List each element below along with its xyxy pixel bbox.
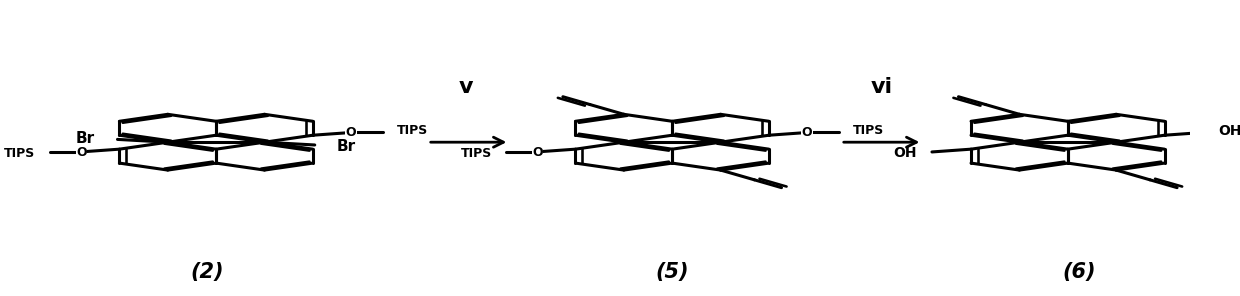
Text: v: v [459, 77, 474, 97]
Text: Br: Br [337, 139, 356, 154]
Text: OH: OH [1219, 124, 1240, 138]
Text: O: O [76, 146, 87, 159]
Text: O: O [801, 126, 812, 139]
Text: TIPS: TIPS [460, 147, 492, 160]
Text: TIPS: TIPS [853, 125, 884, 137]
Text: TIPS: TIPS [397, 125, 428, 137]
Text: O: O [346, 126, 356, 139]
Text: vi: vi [870, 77, 893, 97]
Text: TIPS: TIPS [5, 147, 36, 160]
Text: (5): (5) [656, 262, 689, 281]
Text: (2): (2) [190, 262, 223, 281]
Text: OH: OH [893, 147, 916, 160]
Text: O: O [532, 146, 543, 159]
Text: Br: Br [76, 131, 95, 146]
Text: (6): (6) [1063, 262, 1096, 281]
